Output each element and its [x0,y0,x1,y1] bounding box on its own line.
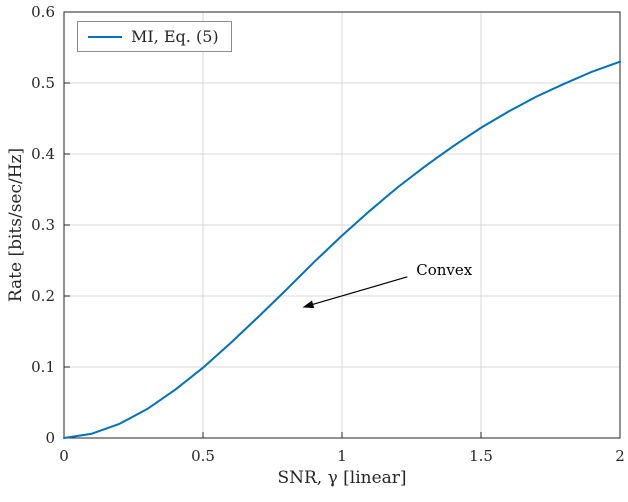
x-axis-label: SNR, γ [linear] [277,468,407,488]
x-tick-label: 2 [615,447,625,465]
x-tick-label: 1.5 [469,447,493,465]
annotation-arrowhead [302,300,315,309]
y-tick-label: 0.5 [31,74,55,92]
y-tick-label: 0.1 [31,358,55,376]
x-tick-label: 1 [337,447,347,465]
legend-line-sample [88,35,122,38]
legend: MI, Eq. (5) [77,21,232,52]
mi-curve [63,60,621,439]
y-tick-label: 0.3 [31,216,55,234]
y-tick-label: 0 [45,429,55,447]
y-tick-label: 0.6 [31,3,55,21]
y-tick-label: 0.2 [31,287,55,305]
x-tick-label: 0.5 [191,447,215,465]
annotation-convex-label: Convex [416,261,473,280]
legend-label: MI, Eq. (5) [131,27,219,46]
y-tick-label: 0.4 [31,145,55,163]
x-tick-label: 0 [59,447,69,465]
annotation-arrow-line [312,276,408,305]
y-axis-label: Rate [bits/sec/Hz] [6,147,26,303]
